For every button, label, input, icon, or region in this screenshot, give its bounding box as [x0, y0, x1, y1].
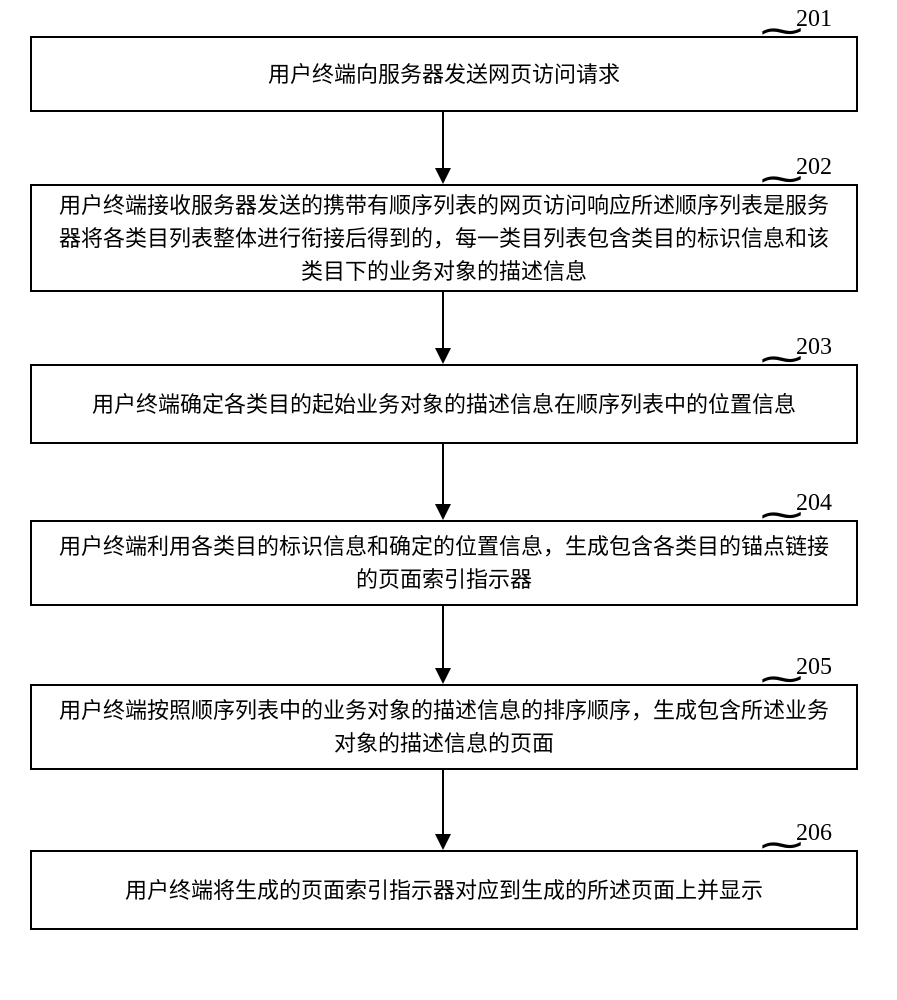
flow-node-text: 用户终端利用各类目的标识信息和确定的位置信息，生成包含各类目的锚点链接的页面索引…	[50, 530, 838, 596]
flow-node-n206: 用户终端将生成的页面索引指示器对应到生成的所述页面上并显示	[30, 850, 858, 930]
step-number-202: 202	[796, 154, 832, 181]
flow-node-text: 用户终端将生成的页面索引指示器对应到生成的所述页面上并显示	[50, 874, 838, 907]
step-number-206: 206	[796, 820, 832, 847]
flow-node-text: 用户终端按照顺序列表中的业务对象的描述信息的排序顺序，生成包含所述业务对象的描述…	[50, 694, 838, 760]
arrow-head	[435, 834, 451, 850]
arrow-line	[442, 606, 445, 668]
step-number-203: 203	[796, 334, 832, 361]
step-number-204: 204	[796, 490, 832, 517]
arrow-line	[442, 292, 445, 348]
flow-node-n205: 用户终端按照顺序列表中的业务对象的描述信息的排序顺序，生成包含所述业务对象的描述…	[30, 684, 858, 770]
flow-node-n201: 用户终端向服务器发送网页访问请求	[30, 36, 858, 112]
arrow-head	[435, 504, 451, 520]
arrow-line	[442, 770, 445, 834]
flow-node-n203: 用户终端确定各类目的起始业务对象的描述信息在顺序列表中的位置信息	[30, 364, 858, 444]
flow-node-text: 用户终端确定各类目的起始业务对象的描述信息在顺序列表中的位置信息	[50, 388, 838, 421]
flow-node-text: 用户终端接收服务器发送的携带有顺序列表的网页访问响应所述顺序列表是服务器将各类目…	[50, 189, 838, 288]
arrow-line	[442, 112, 445, 168]
arrow-head	[435, 668, 451, 684]
arrow-head	[435, 348, 451, 364]
flow-node-text: 用户终端向服务器发送网页访问请求	[50, 58, 838, 91]
flow-node-n204: 用户终端利用各类目的标识信息和确定的位置信息，生成包含各类目的锚点链接的页面索引…	[30, 520, 858, 606]
flow-node-n202: 用户终端接收服务器发送的携带有顺序列表的网页访问响应所述顺序列表是服务器将各类目…	[30, 184, 858, 292]
step-number-201: 201	[796, 6, 832, 33]
arrow-line	[442, 444, 445, 504]
step-number-205: 205	[796, 654, 832, 681]
arrow-head	[435, 168, 451, 184]
flowchart-canvas: 用户终端向服务器发送网页访问请求∼201用户终端接收服务器发送的携带有顺序列表的…	[0, 0, 897, 1000]
